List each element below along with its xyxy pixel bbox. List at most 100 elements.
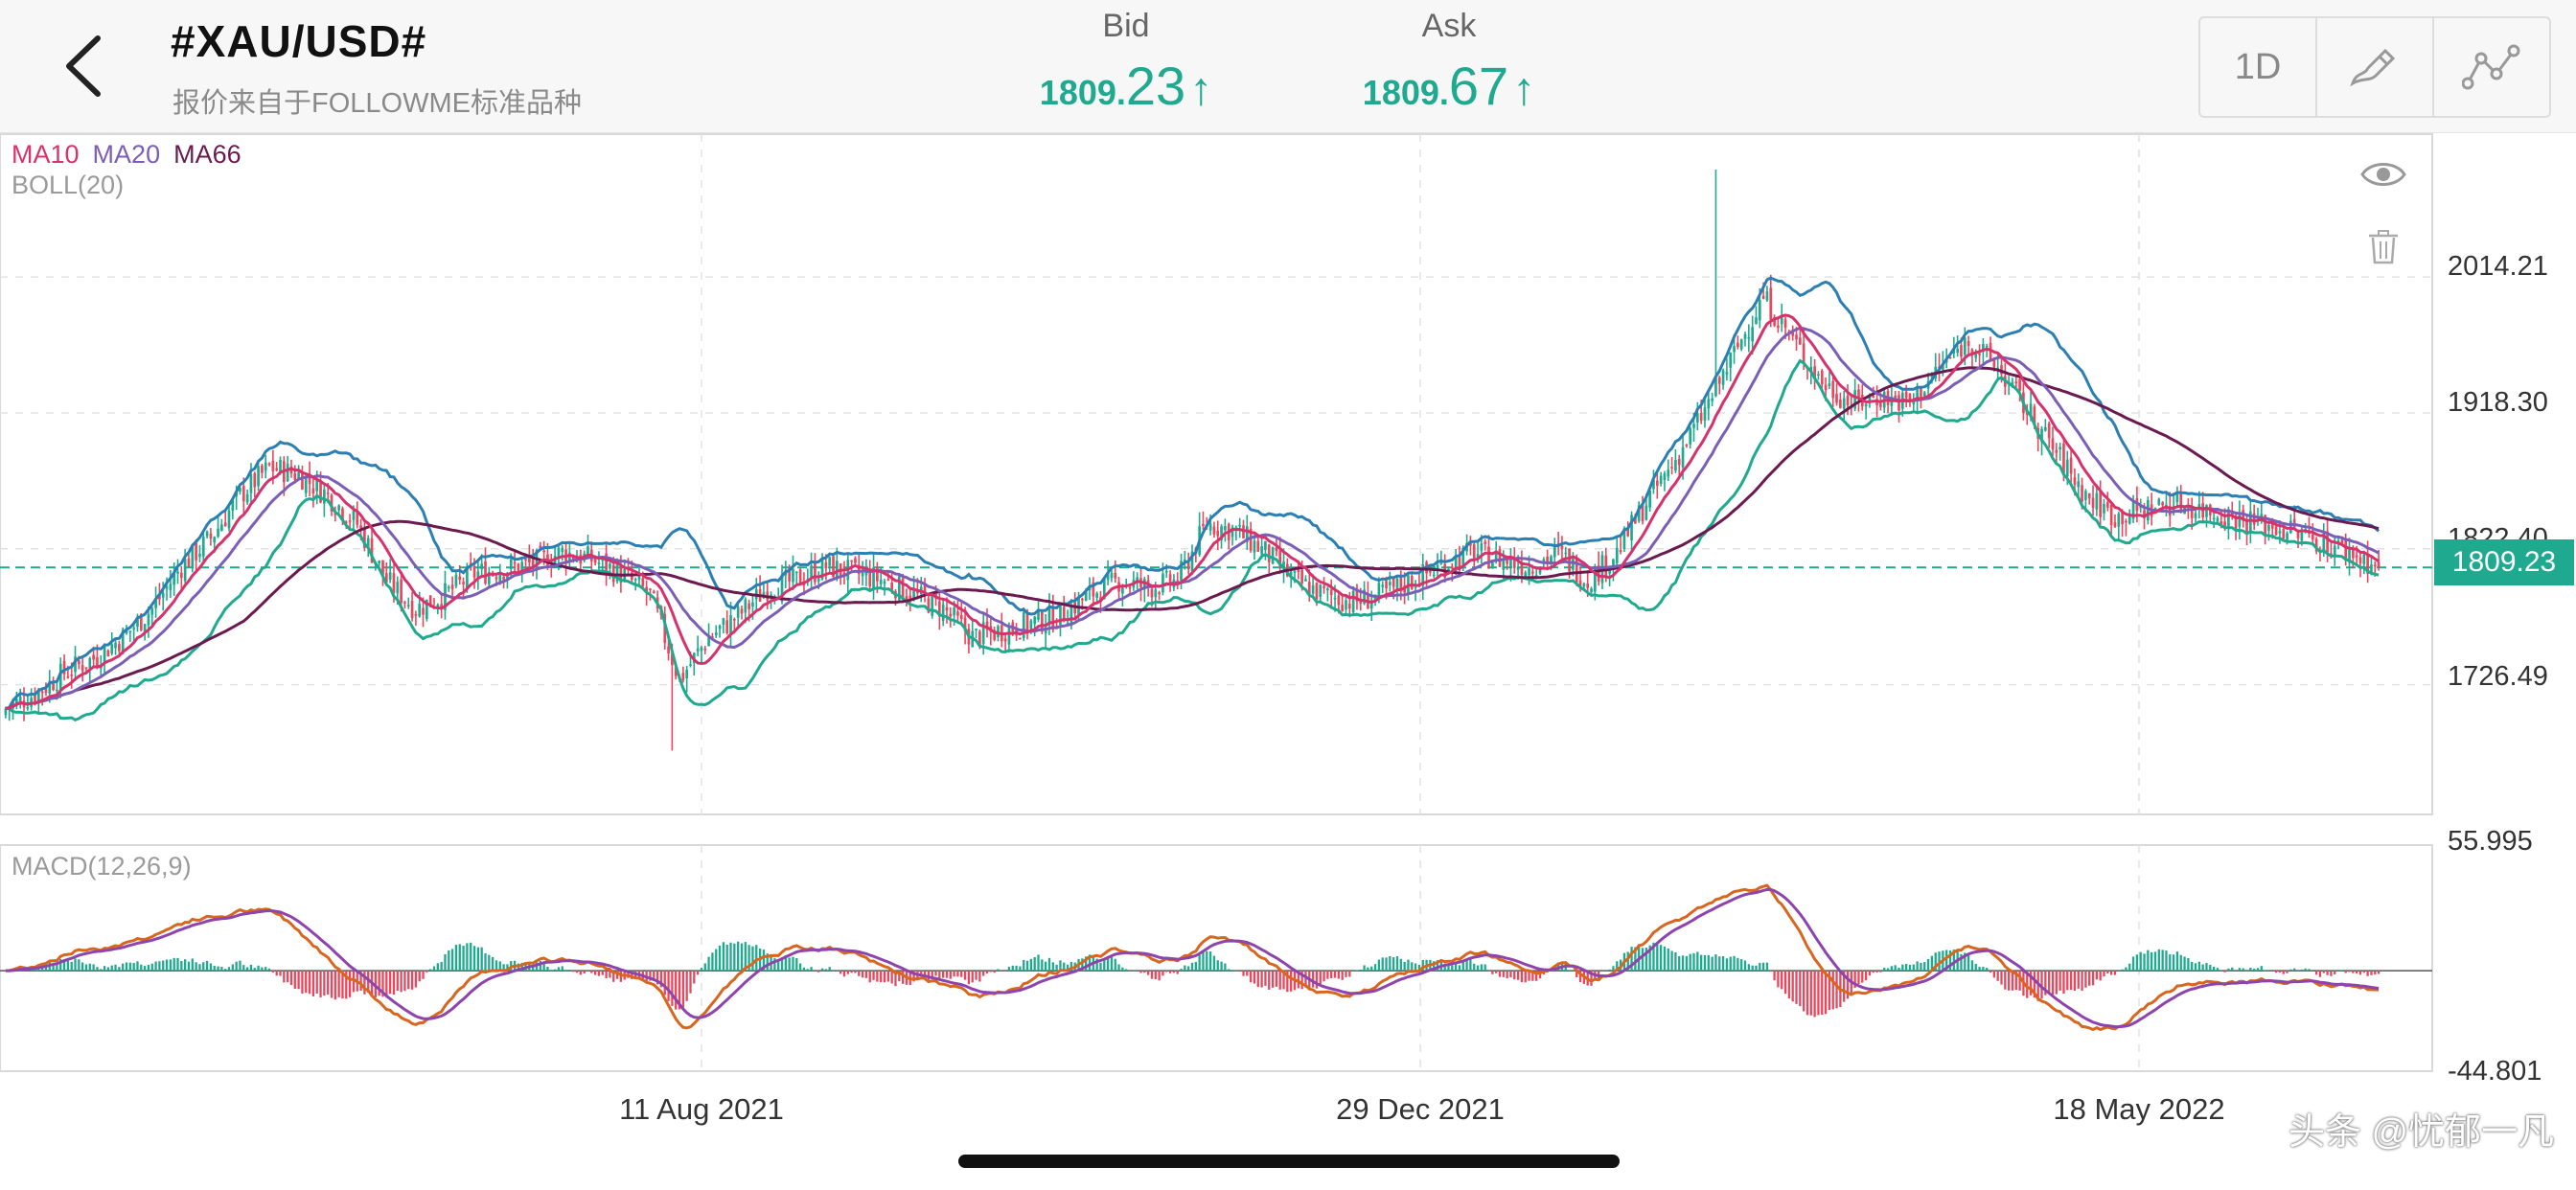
macd-bar [1184, 965, 1186, 972]
candle-body [2220, 521, 2223, 525]
candle-body [136, 617, 139, 628]
candle-body [1253, 540, 1256, 553]
macd-bar [656, 971, 659, 985]
macd-bar [982, 971, 985, 976]
macd-bar [1051, 962, 1054, 972]
trash-icon[interactable] [2367, 230, 2400, 264]
back-arrow-icon[interactable] [56, 31, 113, 102]
candle-body [1399, 576, 1403, 589]
candle-body [454, 574, 458, 586]
candle-body [118, 644, 121, 652]
candle-body [279, 460, 282, 472]
macd-bar [671, 971, 674, 1006]
candle-body [1300, 569, 1303, 584]
candle-body [740, 608, 744, 614]
candle-body [1824, 384, 1828, 391]
macd-bar [1103, 959, 1106, 972]
candle-body [1699, 413, 1703, 422]
macd-bar [143, 966, 147, 972]
candle-body [428, 595, 432, 607]
macd-bar [92, 964, 95, 972]
macd-bar [1286, 971, 1289, 993]
macd-bar [960, 971, 963, 977]
macd-bar [1821, 971, 1824, 1015]
macd-bar [1180, 969, 1183, 972]
macd-bar [213, 966, 216, 972]
candle-body [2278, 531, 2282, 534]
macd-bar [1787, 971, 1791, 999]
macd-bar [663, 971, 666, 995]
candle-body [458, 576, 462, 581]
candle-body [2109, 505, 2113, 526]
candle-body [2264, 515, 2266, 536]
candle-body [2125, 520, 2128, 523]
timeframe-button[interactable]: 1D [2200, 18, 2317, 116]
eye-icon[interactable] [2359, 157, 2407, 192]
candle-body [359, 525, 362, 529]
macd-bar [1890, 966, 1894, 972]
candle-body [981, 622, 985, 645]
candle-body [2128, 516, 2131, 524]
candle-body [1966, 341, 1970, 346]
macd-bar [975, 971, 978, 980]
candle-body [2081, 485, 2083, 502]
macd-bar [2058, 971, 2061, 991]
macd-bar [2175, 951, 2179, 972]
macd-bar [1872, 971, 1874, 973]
candle-body [2147, 500, 2150, 521]
macd-bar [1714, 954, 1717, 972]
macd-bar [253, 968, 256, 972]
macd-bar [675, 971, 678, 1010]
macd-bar [1389, 956, 1392, 972]
macd-bar [615, 971, 619, 979]
macd-bar [484, 952, 487, 972]
candle-body [605, 553, 608, 573]
current-price-tag: 1809.23 [2434, 539, 2574, 585]
macd-bar [311, 971, 315, 996]
candle-body [1783, 319, 1787, 329]
candle-body [245, 493, 249, 503]
candle-body [110, 644, 114, 654]
candle-body [1982, 343, 1985, 353]
macd-bar [1711, 956, 1714, 972]
candle-body [916, 591, 919, 594]
candle-body [2234, 515, 2238, 530]
candle-body [1208, 523, 1212, 531]
macd-bar [1228, 969, 1230, 972]
macd-bar [348, 971, 352, 997]
candle-body [1586, 584, 1590, 588]
candle-body [1568, 548, 1571, 572]
candle-body [861, 571, 864, 577]
macd-bar [1392, 957, 1395, 972]
candle-body [426, 599, 428, 619]
macd-bar [202, 962, 205, 972]
macd-bar [539, 960, 541, 972]
candle-body [517, 563, 520, 573]
candle-body [696, 648, 700, 652]
home-indicator[interactable] [958, 1155, 1620, 1168]
macd-bar [840, 971, 842, 974]
draw-tool-button[interactable] [2317, 18, 2434, 116]
candle-body [2352, 547, 2355, 559]
macd-bar [1158, 971, 1161, 981]
indicator-tool-button[interactable] [2434, 18, 2549, 116]
macd-bar [1853, 971, 1856, 989]
macd-bar [2011, 971, 2014, 991]
candle-body [70, 675, 74, 676]
candle-body [857, 564, 861, 575]
macd-bar [209, 963, 213, 972]
candle-body [1677, 458, 1681, 466]
candle-body [2322, 533, 2326, 550]
macd-bar [162, 960, 165, 972]
candle-body [2047, 423, 2051, 439]
candle-body [205, 531, 209, 537]
candle-body [685, 670, 689, 679]
candle-body [1106, 573, 1110, 581]
macd-bar [1125, 969, 1128, 972]
macd-bar [1224, 963, 1227, 972]
candle-body [908, 595, 912, 601]
candle-body [2348, 549, 2351, 563]
candle-body [2051, 438, 2055, 449]
macd-bar [605, 971, 608, 978]
